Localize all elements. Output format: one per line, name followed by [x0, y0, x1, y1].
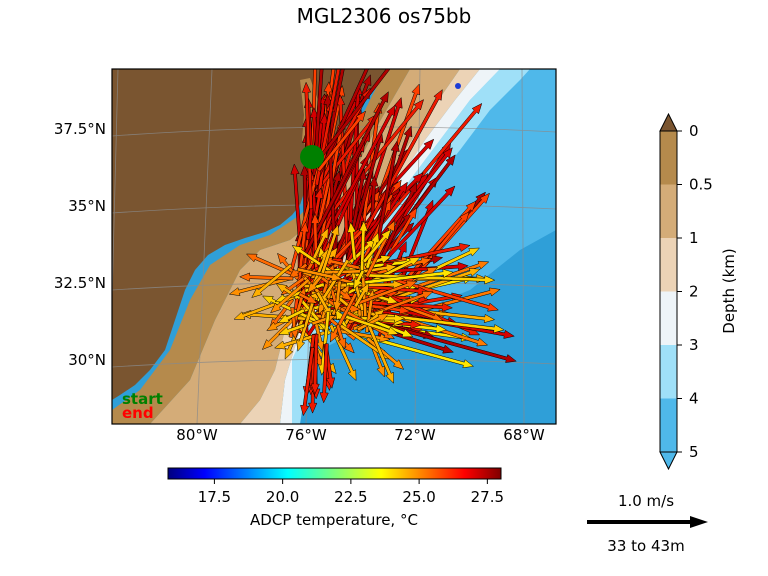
current-vector-arrow — [372, 312, 505, 334]
lat-tick-label: 37.5°N — [54, 120, 106, 138]
current-vector-arrow — [356, 280, 418, 306]
current-vector-arrow — [296, 267, 343, 282]
depth-colorbar-segment — [660, 131, 677, 185]
lat-tick-label: 30°N — [68, 351, 106, 369]
scale-arrow-legend: 1.0 m/s 33 to 43m — [587, 492, 708, 555]
temperature-colorbar: 17.5 20.0 22.5 25.0 27.5 ADCP temperature, °… — [167, 467, 504, 529]
start-label: start — [122, 390, 163, 408]
current-vector-arrow — [362, 228, 392, 264]
temperature-tick-label: 27.5 — [471, 488, 504, 506]
temperature-colorbar-label: ADCP temperature, °C — [250, 511, 418, 529]
current-vector-arrow — [335, 324, 347, 350]
lat-tick-label: 32.5°N — [54, 274, 106, 292]
current-vector-arrow — [251, 263, 293, 298]
lat-tick-labels: 37.5°N 35°N 32.5°N 30°N — [54, 120, 106, 369]
temperature-tick-label: 17.5 — [198, 488, 231, 506]
current-vector-arrow — [301, 81, 313, 210]
figure-title: MGL2306 os75bb — [297, 4, 472, 28]
current-vector-arrow — [300, 347, 315, 417]
current-vector-arrow — [319, 224, 340, 278]
temperature-tick-label: 25.0 — [402, 488, 435, 506]
depth-colorbar-extend-top — [659, 112, 678, 132]
current-vector-arrow — [228, 276, 293, 297]
lon-tick-labels: 80°W 76°W 72°W 68°W — [176, 426, 545, 444]
lon-tick-label: 76°W — [285, 426, 327, 444]
map-frame — [111, 68, 557, 425]
start-marker — [300, 145, 324, 169]
current-vector-arrow — [296, 297, 316, 352]
lon-tick-label: 68°W — [503, 426, 545, 444]
depth-tick-label: 5 — [689, 443, 699, 461]
depth-tick-label: 3 — [689, 336, 699, 354]
depth-colorbar: 0 0.5 1 2 3 4 5 Depth (km) — [659, 112, 738, 471]
temperature-colorbar-ticks: 17.5 20.0 22.5 25.0 27.5 — [198, 479, 504, 506]
depth-tick-label: 0.5 — [689, 176, 713, 194]
ocean-4km — [300, 69, 556, 424]
lat-tick-label: 35°N — [68, 197, 106, 215]
temperature-tick-label: 20.0 — [266, 488, 299, 506]
current-vector-arrow — [352, 272, 496, 285]
current-vector-arrow — [312, 69, 391, 167]
current-vector-arrow — [366, 323, 394, 384]
current-vector-arrow — [319, 343, 329, 404]
current-vector-arrow — [316, 69, 369, 178]
current-vector-arrow — [317, 110, 366, 172]
temperature-tick-label: 22.5 — [334, 488, 367, 506]
shelf-0km — [112, 69, 410, 424]
lon-tick-label: 80°W — [176, 426, 218, 444]
scale-arrow-head — [690, 516, 708, 528]
depth-tick-label: 0 — [689, 122, 699, 140]
current-vector-arrow — [356, 313, 390, 332]
current-vector-arrow — [353, 269, 365, 290]
current-vector-arrow — [270, 278, 311, 314]
temperature-colorbar-gradient — [167, 467, 502, 480]
depth-colorbar-segment — [660, 184, 677, 238]
current-vector-arrow — [310, 333, 320, 395]
current-vector-arrow — [238, 272, 294, 282]
depth-colorbar-segment — [660, 291, 677, 345]
scale-speed-label: 1.0 m/s — [618, 492, 674, 510]
current-vectors — [228, 69, 517, 417]
current-vector-arrow — [307, 274, 324, 294]
depth-colorbar-segment — [660, 398, 677, 452]
current-vector-arrow — [277, 308, 306, 324]
depth-colorbar-segment — [660, 238, 677, 292]
scale-depth-range-label: 33 to 43m — [607, 537, 684, 555]
lon-tick-label: 72°W — [394, 426, 436, 444]
current-vector-arrow — [278, 323, 306, 336]
current-vector-arrow — [345, 314, 400, 336]
current-vector-arrow — [329, 292, 358, 343]
map-panel: start end 37.5°N 35°N 32.5°N 30°N 80°W 7… — [54, 68, 557, 444]
depth-colorbar-segment — [660, 345, 677, 399]
depth-colorbar-label: Depth (km) — [720, 248, 738, 333]
current-vector-arrow — [315, 291, 333, 319]
current-vector-arrow — [347, 221, 357, 261]
end-marker — [455, 83, 461, 89]
end-label: end — [122, 404, 154, 422]
depth-colorbar-extend-bottom — [659, 451, 678, 471]
current-vector-arrow — [298, 292, 318, 304]
depth-tick-label: 2 — [689, 283, 699, 301]
current-vector-arrow — [332, 280, 342, 313]
depth-tick-label: 4 — [689, 390, 699, 408]
current-vector-arrow — [376, 321, 517, 363]
depth-tick-label: 1 — [689, 229, 699, 247]
